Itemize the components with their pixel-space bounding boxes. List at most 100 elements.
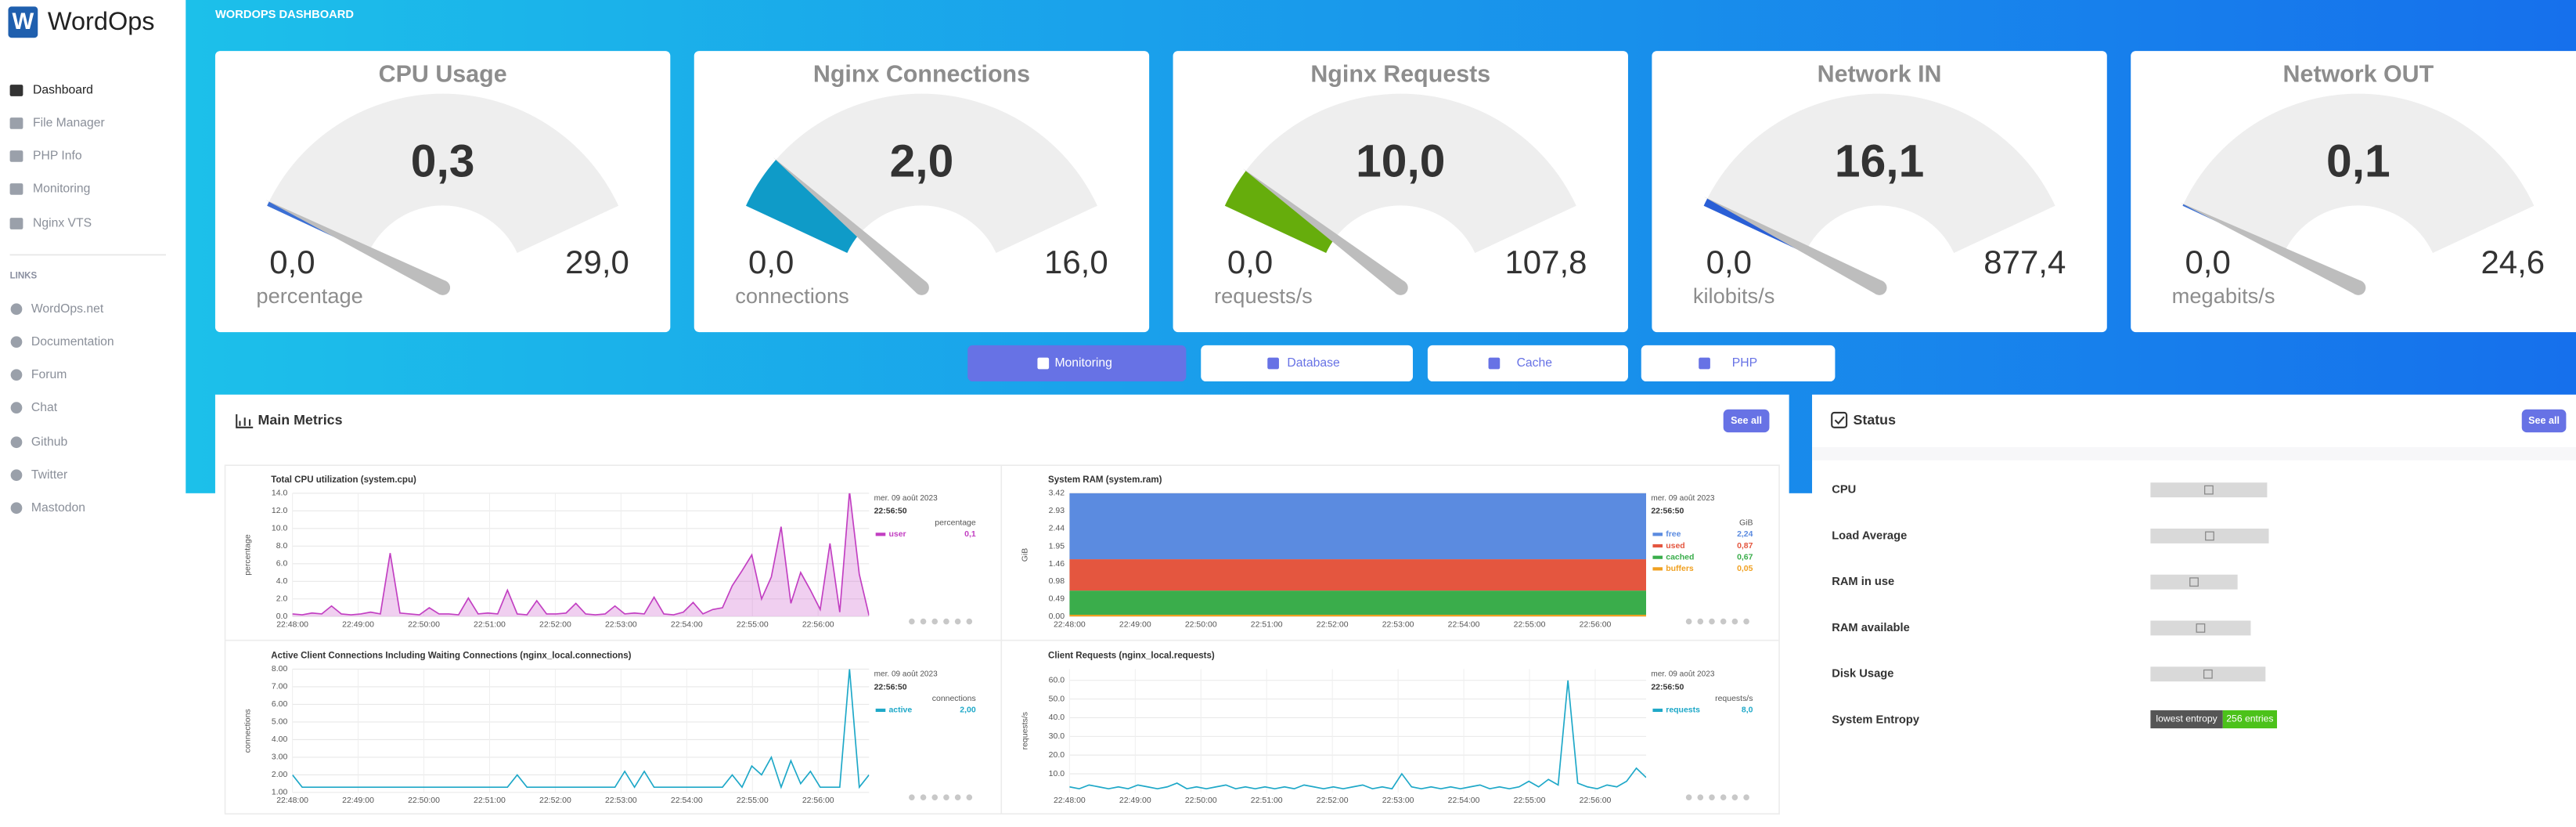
gauge-track [1703, 93, 2055, 254]
gauge-title: Network OUT [2283, 61, 2434, 88]
x-tick-label: 22:53:00 [1382, 796, 1414, 805]
main-metrics-title: Main Metrics [258, 412, 343, 428]
toolbar-icon[interactable] [1685, 618, 1692, 625]
gauge-max: 107,8 [1504, 244, 1587, 280]
toolbar-icon[interactable] [931, 618, 939, 625]
gauge-min: 0,0 [748, 244, 794, 280]
toolbar-icon[interactable] [954, 794, 961, 800]
y-tick-label: 7.00 [272, 683, 288, 692]
toolbar-icon[interactable] [954, 618, 961, 625]
toolbar-icon[interactable] [931, 794, 939, 800]
nav-item[interactable]: Monitoring [33, 182, 90, 196]
gauge-min: 0,0 [2185, 244, 2230, 280]
status-title: Status [1854, 412, 1897, 428]
legend-time: 22:56:50 [1651, 507, 1684, 516]
toolbar-icon[interactable] [909, 618, 915, 625]
toolbar-icon[interactable] [909, 794, 915, 800]
toolbar-icon[interactable] [1709, 794, 1715, 800]
see-all-button[interactable] [1723, 409, 1770, 433]
toolbar-icon[interactable] [1743, 618, 1749, 625]
nav-item[interactable]: File Manager [33, 117, 105, 130]
see-all-label[interactable]: See all [1731, 415, 1762, 426]
toolbar-icon[interactable] [943, 794, 949, 800]
status-placeholder [2150, 666, 2266, 682]
gauge-unit: kilobits/s [1693, 283, 1775, 308]
legend-name: requests [1666, 706, 1700, 715]
y-axis-label: connections [244, 709, 253, 753]
toolbar-icon[interactable] [966, 794, 973, 800]
nav-item[interactable]: Dashboard [33, 84, 93, 97]
status-placeholder [2150, 528, 2269, 544]
link-item[interactable]: Github [31, 435, 68, 449]
tab-label[interactable]: Cache [1517, 356, 1553, 370]
link-item[interactable]: Documentation [31, 335, 114, 348]
tab[interactable] [967, 345, 1187, 382]
toolbar-icon[interactable] [1697, 794, 1704, 800]
y-tick-label: 3.42 [1049, 489, 1065, 498]
metrics-icon [236, 414, 254, 428]
y-tick-label: 8.00 [272, 665, 288, 674]
toolbar-icon[interactable] [1685, 794, 1692, 800]
tab[interactable] [1641, 345, 1836, 382]
legend-name: active [888, 706, 912, 715]
toolbar-icon[interactable] [1709, 618, 1715, 625]
toolbar-icon[interactable] [1720, 618, 1727, 625]
toolbar-icon[interactable] [966, 618, 973, 625]
x-tick-label: 22:50:00 [1185, 621, 1217, 630]
toolbar-icon[interactable] [1731, 794, 1738, 800]
toolbar-icon[interactable] [943, 618, 949, 625]
gauge-value: 0,1 [2326, 135, 2390, 186]
legend-date: mer. 09 août 2023 [874, 494, 939, 503]
link-icon [10, 303, 23, 316]
x-tick-label: 22:54:00 [1448, 796, 1480, 805]
legend-swatch [1652, 567, 1663, 571]
x-tick-label: 22:51:00 [474, 796, 506, 805]
status-icon [1831, 411, 1848, 428]
link-item[interactable]: Forum [31, 368, 67, 381]
badge-value-bg [2222, 710, 2278, 729]
link-item[interactable]: Mastodon [31, 501, 85, 515]
link-icon [10, 402, 23, 414]
logo: W [13, 9, 34, 34]
nav-item[interactable]: PHP Info [33, 150, 82, 163]
link-item[interactable]: Chat [31, 401, 58, 414]
gauge-needle-base [1872, 280, 1887, 295]
toolbar-icon[interactable] [920, 618, 927, 625]
x-tick-label: 22:48:00 [1054, 621, 1086, 630]
y-tick-label: 60.0 [1049, 677, 1065, 685]
x-tick-label: 22:52:00 [539, 796, 571, 805]
tab-label[interactable]: PHP [1732, 356, 1757, 370]
link-icon [10, 336, 23, 348]
tab[interactable] [1427, 345, 1628, 382]
status-row-label: System Entropy [1832, 713, 1920, 726]
toolbar-icon[interactable] [1731, 618, 1738, 625]
placeholder-icon [2203, 669, 2213, 679]
link-item[interactable]: Twitter [31, 468, 67, 482]
toolbar-icon[interactable] [1743, 794, 1749, 800]
link-item[interactable]: WordOps.net [31, 302, 104, 316]
y-tick-label: 1.95 [1049, 542, 1065, 551]
nav-item[interactable]: Nginx VTS [33, 217, 92, 230]
charts-frame [224, 464, 1780, 815]
tab-label[interactable]: Monitoring [1054, 356, 1111, 370]
tab[interactable] [1201, 345, 1414, 382]
y-tick-label: 2.93 [1049, 507, 1065, 515]
legend-value: 0,87 [1737, 542, 1753, 551]
toolbar-icon[interactable] [1720, 794, 1727, 800]
toolbar-icon[interactable] [1697, 618, 1704, 625]
tab-icon [1267, 357, 1279, 370]
legend-units: requests/s [1715, 695, 1753, 703]
gauge-needle-base [435, 280, 451, 295]
status-row-label: CPU [1832, 483, 1856, 496]
legend-time: 22:56:50 [874, 683, 907, 692]
nav-icon [9, 150, 23, 162]
gauge-value: 2,0 [890, 135, 954, 186]
tab-label[interactable]: Database [1287, 356, 1340, 370]
see-all-label[interactable]: See all [2528, 415, 2560, 426]
toolbar-icon[interactable] [920, 794, 927, 800]
see-all-button[interactable] [2521, 409, 2567, 433]
status-panel [1812, 394, 2576, 743]
legend-swatch [1652, 555, 1663, 559]
legend-swatch [1652, 533, 1663, 536]
